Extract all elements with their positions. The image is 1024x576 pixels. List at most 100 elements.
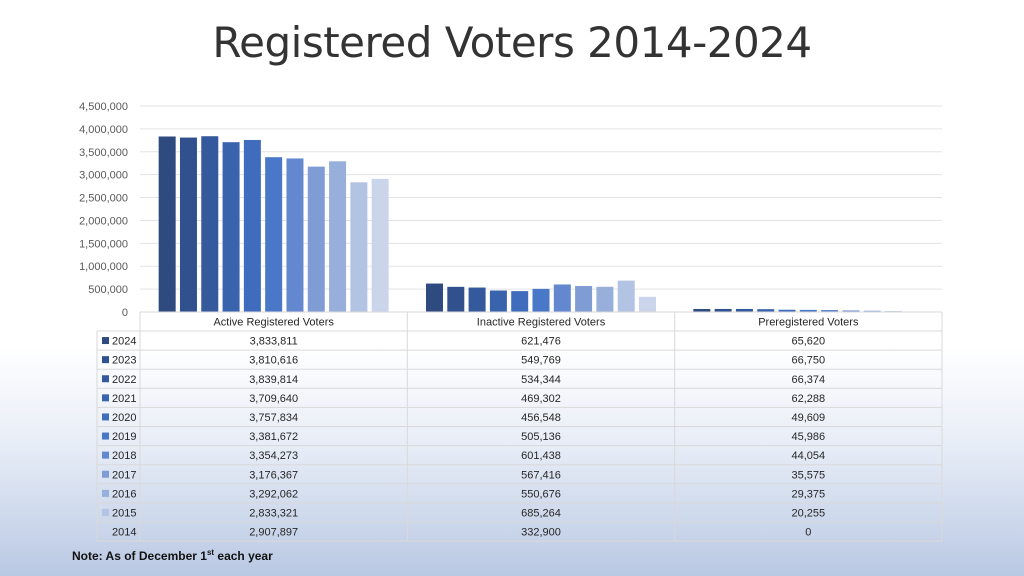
data-label: 3,709,640 [249, 393, 298, 405]
y-tick-label: 4,500,000 [79, 101, 128, 113]
data-label: 66,374 [792, 374, 826, 386]
legend-swatch [102, 508, 109, 516]
bar [329, 161, 347, 312]
legend-swatch [102, 413, 109, 421]
footnote-superscript: st [206, 548, 215, 557]
y-tick-label: 1,000,000 [79, 261, 128, 273]
bar [158, 136, 176, 312]
bar [639, 296, 656, 312]
data-label: 3,292,062 [249, 488, 298, 500]
data-label: 20,255 [792, 507, 826, 519]
legend-swatch [102, 394, 109, 402]
legend-swatch [102, 470, 109, 478]
data-label: 3,381,672 [249, 431, 298, 443]
legend-swatch [102, 375, 109, 383]
legend-label: 2018 [112, 450, 136, 462]
data-label: 2,907,897 [249, 527, 298, 539]
data-label: 601,438 [521, 450, 561, 462]
legend-label: 2020 [112, 412, 136, 424]
bar [693, 308, 711, 312]
legend-label: 2024 [112, 336, 136, 348]
table-header-label: Preregistered Voters [758, 317, 859, 329]
y-tick-label: 1,500,000 [79, 238, 128, 250]
data-label: 3,757,834 [249, 412, 298, 424]
legend-label: 2017 [112, 469, 136, 481]
data-table: Active Registered Voters Inactive Registe… [96, 311, 943, 542]
data-label: 2,833,321 [249, 507, 298, 519]
data-label: 49,609 [792, 412, 826, 424]
data-label: 550,676 [521, 488, 561, 500]
data-label: 45,986 [792, 431, 826, 443]
data-label: 65,620 [792, 336, 826, 348]
data-label: 3,839,814 [249, 374, 298, 386]
bar [243, 139, 261, 312]
legend-swatch [102, 356, 109, 364]
data-label: 567,416 [521, 469, 561, 481]
footnote: Note: As of December 1st each year [72, 548, 273, 563]
bar [842, 310, 860, 312]
bar [757, 309, 775, 312]
data-label: 685,264 [521, 507, 561, 519]
legend-label: 2016 [112, 488, 136, 500]
legend-label: 2021 [112, 393, 136, 405]
bar [532, 288, 550, 312]
legend-swatch [102, 528, 109, 536]
bar [222, 142, 240, 312]
chart-title: Registered Voters 2014-2024 [212, 18, 812, 67]
bar [778, 309, 796, 312]
bar [179, 137, 197, 312]
bar [821, 309, 839, 312]
bar [553, 284, 571, 312]
y-tick-label: 2,000,000 [79, 215, 128, 227]
legend-label: 2014 [112, 527, 136, 539]
bar [447, 286, 465, 312]
data-label: 621,476 [521, 336, 561, 348]
legend-swatch [102, 432, 109, 440]
bar [265, 157, 283, 312]
data-label: 29,375 [792, 488, 826, 500]
data-label: 3,176,367 [249, 469, 298, 481]
legend-swatch [102, 337, 109, 345]
bar [735, 308, 753, 312]
footnote-prefix: Note: As of December 1 [72, 549, 207, 563]
bar [371, 178, 389, 312]
data-label: 534,344 [521, 374, 561, 386]
y-axis-ticks: 0 500,000 1,000,000 1,500,000 2,000,000 2,500… [79, 101, 128, 319]
data-label: 44,054 [792, 450, 826, 462]
bar [350, 182, 368, 312]
y-tick-label: 500,000 [88, 284, 128, 296]
data-label: 62,288 [792, 393, 826, 405]
y-tick-label: 0 [122, 307, 128, 319]
data-label: 66,750 [792, 355, 826, 367]
data-label: 35,575 [792, 469, 826, 481]
data-label: 549,769 [521, 355, 561, 367]
data-label: 332,900 [521, 527, 561, 539]
data-label: 505,136 [521, 431, 561, 443]
bar [799, 309, 817, 312]
legend-label: 2022 [112, 374, 136, 386]
table-header-label: Active Registered Voters [213, 317, 334, 329]
bar [426, 283, 443, 312]
bar [863, 310, 881, 312]
bar [714, 308, 732, 312]
legend-label: 2019 [112, 431, 136, 443]
data-label: 469,302 [521, 393, 561, 405]
bar [575, 286, 593, 312]
bar [489, 290, 507, 312]
bar [617, 280, 635, 312]
bars [158, 136, 903, 312]
data-label: 3,354,273 [249, 450, 298, 462]
bar [307, 166, 325, 312]
bar [286, 158, 304, 312]
y-tick-label: 2,500,000 [79, 193, 128, 205]
legend-swatch [102, 451, 109, 459]
bar [511, 291, 529, 312]
legend-swatch [102, 489, 109, 497]
bar [468, 287, 486, 312]
data-label: 0 [805, 527, 811, 539]
bar [201, 136, 219, 312]
data-label: 3,833,811 [250, 336, 298, 348]
y-tick-label: 4,000,000 [79, 124, 128, 136]
bar [596, 286, 614, 312]
